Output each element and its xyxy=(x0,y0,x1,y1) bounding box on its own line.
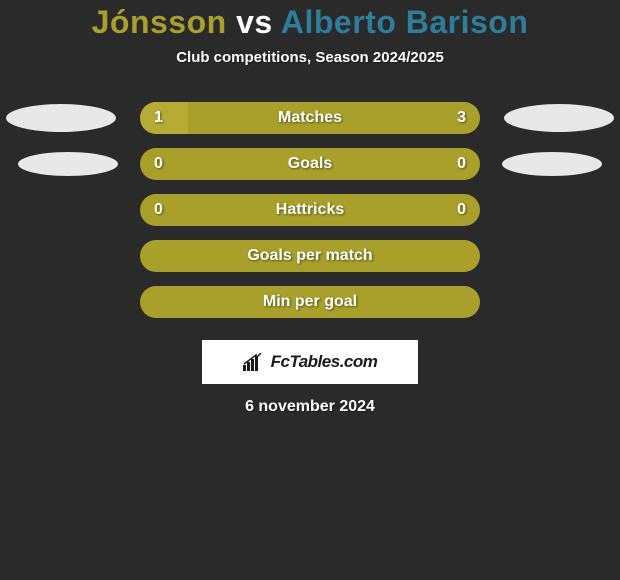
vs-word: vs xyxy=(236,4,273,40)
stat-row: Min per goal xyxy=(0,286,620,318)
stat-label: Goals xyxy=(288,155,332,173)
player2-name: Alberto Barison xyxy=(281,4,529,40)
stat-bar: 0 0 Hattricks xyxy=(140,194,480,226)
stat-value-right: 3 xyxy=(457,109,466,127)
stat-label: Goals per match xyxy=(247,247,372,265)
logo-text: FcTables.com xyxy=(271,352,378,372)
stat-row: 0 0 Hattricks xyxy=(0,194,620,226)
stat-label: Hattricks xyxy=(276,201,344,219)
logo-box: FcTables.com xyxy=(202,340,418,384)
stat-bar: Goals per match xyxy=(140,240,480,272)
stat-row: 0 0 Goals xyxy=(0,148,620,180)
stat-bar: 1 3 Matches xyxy=(140,102,480,134)
stat-value-right: 0 xyxy=(457,155,466,173)
stat-bar: 0 0 Goals xyxy=(140,148,480,180)
stat-value-right: 0 xyxy=(457,201,466,219)
player2-photo-placeholder xyxy=(502,152,602,176)
player1-photo-placeholder xyxy=(6,104,116,132)
stat-value-left: 0 xyxy=(154,155,163,173)
page-title: Jónsson vs Alberto Barison xyxy=(0,4,620,41)
stat-value-left: 1 xyxy=(154,109,163,127)
player1-photo-placeholder xyxy=(18,152,118,176)
stat-value-left: 0 xyxy=(154,201,163,219)
stat-label: Matches xyxy=(278,109,342,127)
bar-chart-icon xyxy=(243,353,265,371)
comparison-infographic: Jónsson vs Alberto Barison Club competit… xyxy=(0,0,620,416)
stat-row: 1 3 Matches xyxy=(0,102,620,134)
stat-bar: Min per goal xyxy=(140,286,480,318)
subtitle: Club competitions, Season 2024/2025 xyxy=(0,49,620,66)
date-text: 6 november 2024 xyxy=(0,398,620,416)
player1-name: Jónsson xyxy=(92,4,227,40)
stat-bars: 1 3 Matches 0 0 Goals 0 0 Hattricks Goals per mat… xyxy=(0,102,620,318)
stat-row: Goals per match xyxy=(0,240,620,272)
stat-label: Min per goal xyxy=(263,293,357,311)
player2-photo-placeholder xyxy=(504,104,614,132)
bar-fill-left xyxy=(140,102,188,134)
